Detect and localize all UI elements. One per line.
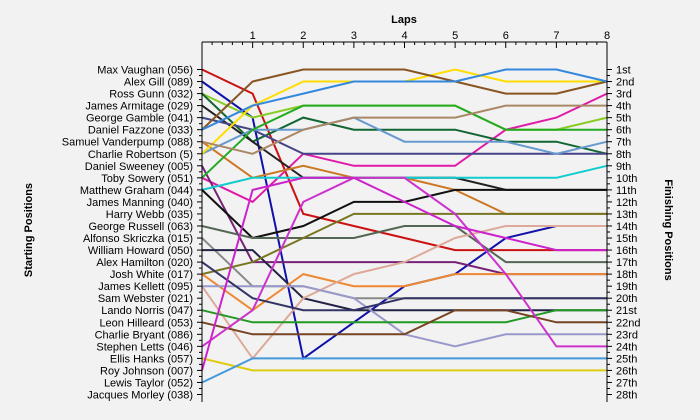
series-line-1 <box>201 68 607 252</box>
finishing-position-label: 12th <box>616 197 637 209</box>
starting-position-label: Lewis Taylor (052) <box>104 377 193 389</box>
finishing-position-label: 24th <box>616 341 637 353</box>
series-line-24 <box>201 176 607 348</box>
finishing-position-label: 21st <box>616 305 637 317</box>
series-line-23 <box>201 309 607 336</box>
series-line-20 <box>202 285 607 348</box>
left-axis-title: Starting Positions <box>23 183 35 277</box>
x-tick-label: 8 <box>604 30 610 42</box>
starting-position-label: Matthew Graham (044) <box>80 185 193 197</box>
finishing-position-label: 17th <box>616 257 637 269</box>
starting-position-label: Lando Norris (047) <box>101 305 193 317</box>
starting-position-label: Jacques Morley (038) <box>87 390 193 402</box>
series-line-26 <box>201 357 607 384</box>
series-line-19 <box>201 225 607 361</box>
series-line-11 <box>201 104 607 179</box>
series-lines <box>201 68 608 384</box>
x-tick-label: 6 <box>503 30 509 42</box>
axes <box>197 41 612 402</box>
starting-position-label: George Russell (063) <box>88 221 193 233</box>
starting-position-label: Stephen Letts (046) <box>96 341 193 353</box>
finishing-position-label: 16th <box>616 245 637 257</box>
finishing-position-label: 20th <box>616 293 637 305</box>
series-line-21 <box>201 261 607 312</box>
finishing-position-label: 8th <box>616 149 631 161</box>
starting-position-label: Josh White (017) <box>110 269 193 281</box>
starting-position-label: William Howard (050) <box>88 245 193 257</box>
starting-position-label: Ellis Hanks (057) <box>110 353 193 365</box>
series-line-31 <box>201 104 607 155</box>
series-line-2 <box>201 80 607 361</box>
starting-position-label: Sam Webster (021) <box>98 293 193 305</box>
finishing-position-label: 11th <box>616 185 637 197</box>
finishing-position-label: 14th <box>616 221 637 233</box>
series-line-25 <box>201 357 607 372</box>
starting-position-label: Leon Hilleard (053) <box>99 317 193 329</box>
starting-position-label: Toby Sowery (051) <box>101 173 193 185</box>
x-tick-label: 7 <box>553 30 559 42</box>
starting-position-label: Daniel Fazzone (033) <box>88 125 193 137</box>
series-line-30 <box>201 68 608 131</box>
starting-position-label: Daniel Sweeney (005) <box>85 161 193 173</box>
starting-position-label: George Gamble (041) <box>86 113 193 125</box>
axis-labels: 1 2 3 4 5 6 7 8 Max Vaughan (056) 1st Alex Gill (0… <box>23 14 674 402</box>
right-axis-title: Finishing Positions <box>662 179 674 280</box>
finishing-position-label: 23rd <box>616 329 638 341</box>
series-line-14 <box>201 225 607 264</box>
series-line-18 <box>201 273 607 312</box>
starting-position-label: Alex Gill (089) <box>124 77 193 89</box>
finishing-position-label: 18th <box>616 269 637 281</box>
series-line-9 <box>201 116 608 155</box>
x-tick-label: 3 <box>351 30 357 42</box>
starting-position-label: Charlie Bryant (086) <box>95 329 193 341</box>
finishing-position-label: 15th <box>616 233 637 245</box>
starting-position-label: Alex Hamilton (020) <box>96 257 193 269</box>
finishing-position-label: 6th <box>616 125 631 137</box>
finishing-position-label: 22nd <box>616 317 640 329</box>
starting-position-label: Max Vaughan (056) <box>97 65 193 77</box>
finishing-position-label: 3rd <box>616 89 632 101</box>
starting-position-label: James Armitage (029) <box>85 101 193 113</box>
starting-position-label: Alfonso Skriczka (015) <box>83 233 193 245</box>
finishing-position-label: 28th <box>616 390 637 402</box>
series-line-5 <box>201 92 608 155</box>
x-tick-label: 1 <box>250 30 256 42</box>
starting-position-label: Ross Gunn (032) <box>109 89 193 101</box>
finishing-position-label: 7th <box>616 137 631 149</box>
starting-position-label: Samuel Vanderpump (088) <box>62 137 193 149</box>
finishing-position-label: 4th <box>616 101 631 113</box>
series-line-27 <box>201 176 607 371</box>
finishing-position-label: 5th <box>616 113 631 125</box>
x-tick-label: 2 <box>300 30 306 42</box>
x-tick-label: 4 <box>401 30 407 42</box>
x-axis-title: Laps <box>391 14 417 26</box>
finishing-position-label: 2nd <box>616 77 634 89</box>
finishing-position-label: 13th <box>616 209 637 221</box>
starting-position-label: Charlie Robertson (5) <box>88 149 193 161</box>
starting-position-label: Harry Webb (035) <box>106 209 193 221</box>
finishing-position-label: 26th <box>616 365 637 377</box>
series-line-22 <box>201 309 607 324</box>
finishing-position-label: 10th <box>616 173 637 185</box>
series-line-17 <box>201 212 607 276</box>
starting-position-label: James Manning (040) <box>87 197 193 209</box>
starting-position-label: Roy Johnson (007) <box>100 365 193 377</box>
finishing-position-label: 25th <box>616 353 637 365</box>
series-line-16 <box>202 249 607 312</box>
starting-position-label: James Kellett (095) <box>98 281 193 293</box>
finishing-position-label: 19th <box>616 281 637 293</box>
x-tick-label: 5 <box>452 30 458 42</box>
finishing-position-label: 9th <box>616 161 631 173</box>
series-line-29 <box>201 68 608 131</box>
finishing-position-label: 27th <box>616 377 637 389</box>
series-line-7 <box>201 116 607 155</box>
finishing-position-label: 1st <box>616 65 631 77</box>
